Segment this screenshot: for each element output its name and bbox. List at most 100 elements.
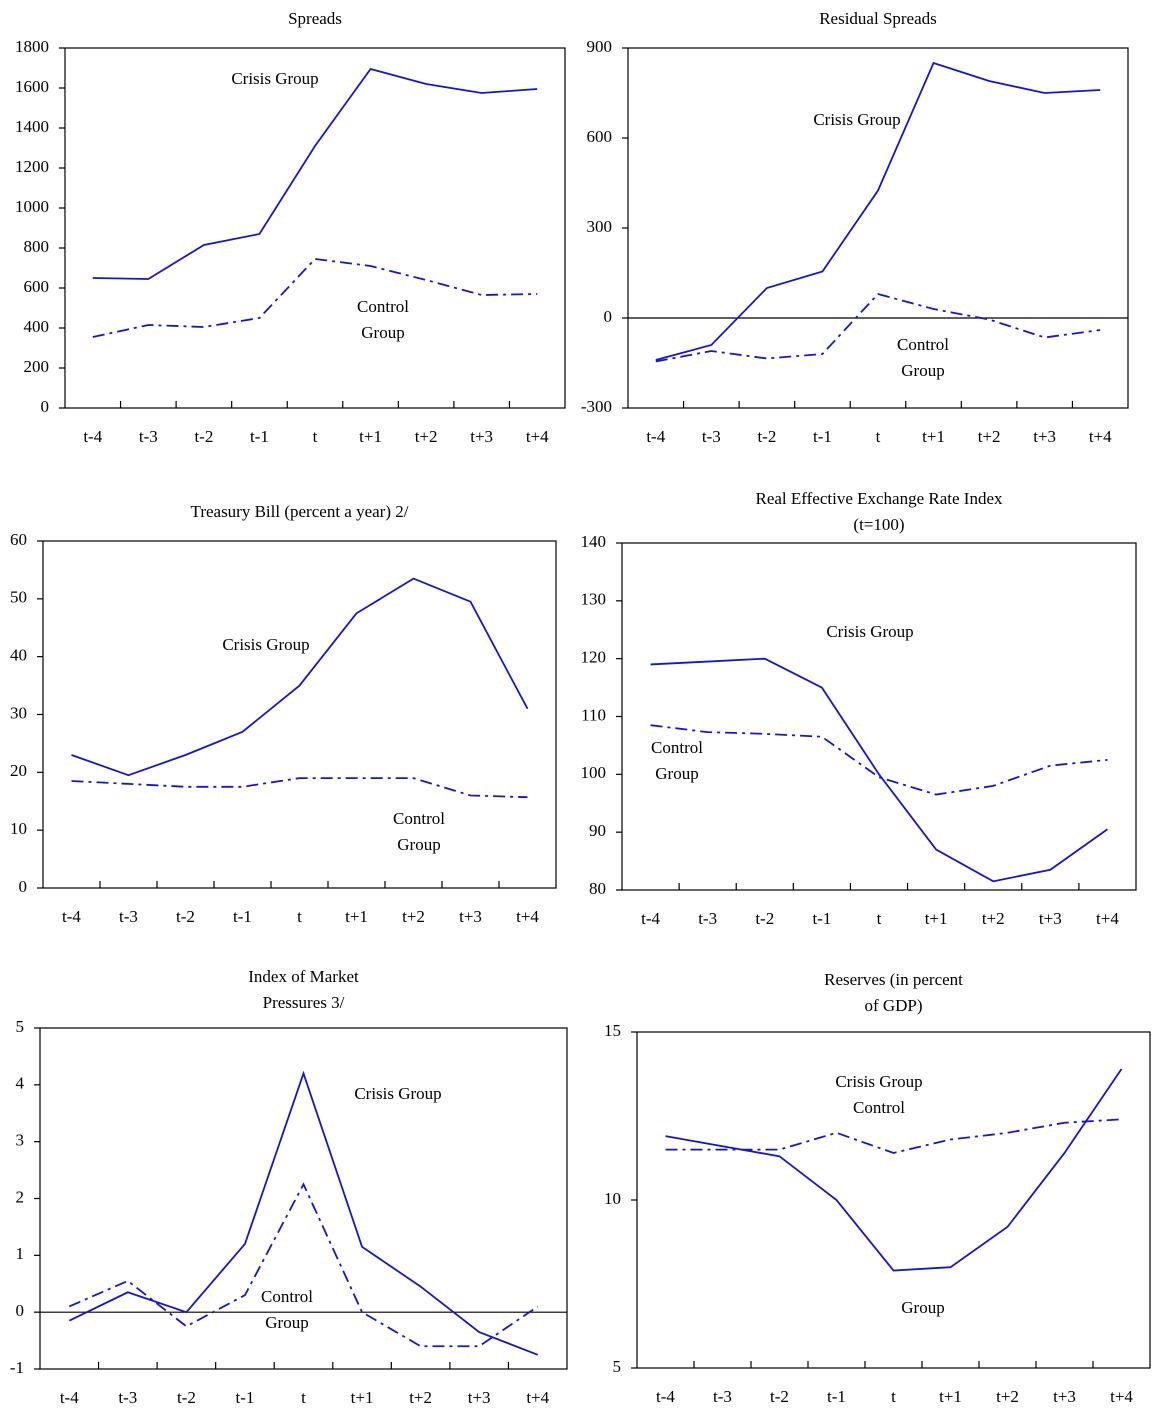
x-tick-label: t+1 xyxy=(939,1387,962,1406)
y-tick-label: 2 xyxy=(16,1187,25,1206)
annotation: Control xyxy=(393,809,445,828)
chart-title: Reserves (in percent xyxy=(824,970,963,989)
x-tick-label: t+2 xyxy=(978,427,1001,446)
x-tick-label: t xyxy=(876,427,881,446)
y-tick-label: 90 xyxy=(589,821,606,840)
annotation: Crisis Group xyxy=(354,1084,441,1103)
annotation: Group xyxy=(265,1313,308,1332)
x-tick-label: t-1 xyxy=(235,1388,254,1407)
annotation: Control xyxy=(853,1098,905,1117)
x-tick-label: t+3 xyxy=(470,427,493,446)
y-tick-label: 1600 xyxy=(15,77,49,96)
x-tick-label: t-2 xyxy=(194,427,213,446)
x-tick-label: t+4 xyxy=(1089,427,1112,446)
x-tick-label: t-4 xyxy=(60,1388,79,1407)
y-tick-label: 60 xyxy=(10,530,27,549)
y-tick-label: 1800 xyxy=(15,37,49,56)
y-tick-label: 100 xyxy=(581,763,607,782)
annotation: Group xyxy=(397,835,440,854)
y-tick-label: 140 xyxy=(581,532,607,551)
series-line xyxy=(655,61,1101,361)
series-line xyxy=(92,258,538,338)
series-line xyxy=(68,1070,539,1356)
y-tick-label: 50 xyxy=(10,588,27,607)
x-tick-label: t+2 xyxy=(409,1388,432,1407)
plot-frame xyxy=(64,47,566,409)
x-tick-label: t-3 xyxy=(118,1388,137,1407)
x-tick-label: t-4 xyxy=(83,427,102,446)
annotation: Control xyxy=(651,738,703,757)
x-tick-label: t xyxy=(877,909,882,928)
x-tick-label: t-3 xyxy=(713,1387,732,1406)
y-tick-label: 600 xyxy=(587,127,613,146)
y-tick-label: 600 xyxy=(24,277,50,296)
y-tick-label: 10 xyxy=(604,1189,621,1208)
plot-frame xyxy=(627,47,1129,409)
series-line xyxy=(92,67,538,280)
x-tick-label: t+3 xyxy=(1053,1387,1076,1406)
annotation: Group xyxy=(901,1298,944,1317)
series-line xyxy=(655,292,1101,363)
y-tick-label: 5 xyxy=(613,1357,622,1376)
y-tick-label: 3 xyxy=(16,1131,25,1150)
x-tick-label: t+3 xyxy=(1033,427,1056,446)
annotation: Control xyxy=(357,297,409,316)
x-tick-label: t-1 xyxy=(827,1387,846,1406)
y-tick-label: 40 xyxy=(10,646,27,665)
y-tick-label: 900 xyxy=(587,37,613,56)
annotation: Crisis Group xyxy=(222,635,309,654)
y-tick-label: 110 xyxy=(581,705,606,724)
chart-title: Real Effective Exchange Rate Index xyxy=(755,489,1003,508)
y-tick-label: -300 xyxy=(581,397,612,416)
x-tick-label: t+4 xyxy=(526,1388,549,1407)
y-tick-label: 400 xyxy=(24,317,50,336)
x-tick-label: t-2 xyxy=(755,909,774,928)
x-tick-label: t+2 xyxy=(415,427,438,446)
y-tick-label: 1 xyxy=(16,1244,25,1263)
x-tick-label: t+4 xyxy=(526,427,549,446)
series-line xyxy=(68,1182,539,1348)
x-tick-label: t+1 xyxy=(925,909,948,928)
x-tick-label: t+3 xyxy=(1039,909,1062,928)
chart-title: Spreads xyxy=(288,9,342,28)
x-tick-label: t+1 xyxy=(359,427,382,446)
y-tick-label: 20 xyxy=(10,761,27,780)
chart-title: (t=100) xyxy=(853,515,904,534)
x-tick-label: t+3 xyxy=(459,907,482,926)
y-tick-label: 80 xyxy=(589,879,606,898)
y-tick-label: 4 xyxy=(16,1074,25,1093)
x-tick-label: t+4 xyxy=(516,907,539,926)
x-tick-label: t+2 xyxy=(996,1387,1019,1406)
chart-title: Treasury Bill (percent a year) 2/ xyxy=(191,502,409,521)
x-tick-label: t+4 xyxy=(1110,1387,1133,1406)
plot-frame xyxy=(42,540,557,889)
y-tick-label: 1200 xyxy=(15,157,49,176)
chart-title: Residual Spreads xyxy=(819,9,937,28)
x-tick-label: t xyxy=(301,1388,306,1407)
series-line xyxy=(650,657,1108,883)
x-tick-label: t+1 xyxy=(351,1388,374,1407)
x-tick-label: t-2 xyxy=(176,907,195,926)
x-tick-label: t-2 xyxy=(757,427,776,446)
x-tick-label: t-1 xyxy=(813,427,832,446)
y-tick-label: 120 xyxy=(581,648,607,667)
annotation: Group xyxy=(655,764,698,783)
annotation: Crisis Group xyxy=(835,1072,922,1091)
x-tick-label: t-4 xyxy=(656,1387,675,1406)
y-tick-label: 10 xyxy=(10,819,27,838)
x-tick-label: t xyxy=(313,427,318,446)
y-tick-label: 800 xyxy=(24,237,50,256)
chart-title: of GDP) xyxy=(864,996,922,1015)
y-tick-label: 0 xyxy=(16,1301,25,1320)
x-tick-label: t-3 xyxy=(139,427,158,446)
series-line xyxy=(71,777,528,799)
chart-title: Pressures 3/ xyxy=(263,993,345,1012)
x-tick-label: t+2 xyxy=(402,907,425,926)
annotation: Control xyxy=(261,1287,313,1306)
annotation: Group xyxy=(901,361,944,380)
x-tick-label: t xyxy=(297,907,302,926)
y-tick-label: -1 xyxy=(10,1358,24,1377)
x-tick-label: t+3 xyxy=(468,1388,491,1407)
y-tick-label: 300 xyxy=(587,217,613,236)
